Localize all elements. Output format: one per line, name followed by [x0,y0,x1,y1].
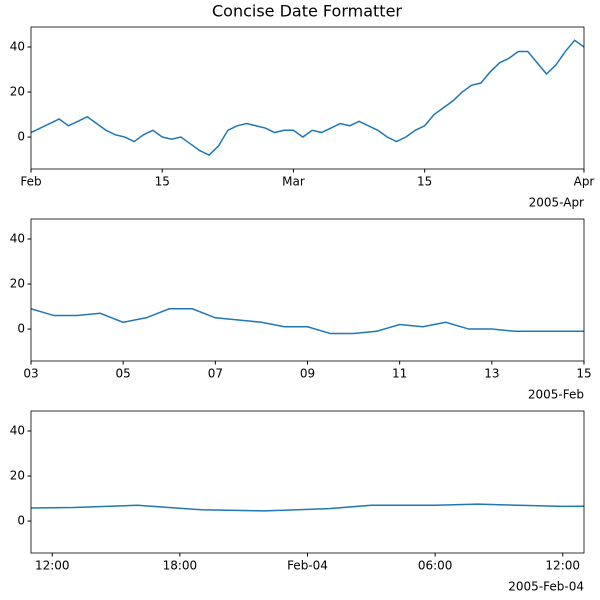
plot-area [31,308,584,335]
y-tick-label: 40 [10,40,25,54]
axes-frame [30,218,585,362]
axes-frame [30,26,585,170]
x-tick-label: 15 [155,175,170,189]
x-tick-label: 18:00 [163,559,198,573]
y-tick-label: 0 [17,322,25,336]
x-tick-label: 15 [576,367,591,381]
x-tick-label: 11 [392,367,407,381]
axes-frame [30,410,585,554]
x-tick-label: 13 [484,367,499,381]
x-tick-label: 12:00 [35,559,70,573]
data-line [31,503,584,512]
x-tick-label: 05 [116,367,131,381]
y-tick-label: 40 [10,424,25,438]
x-tick-label: 07 [208,367,223,381]
y-tick-label: 40 [10,232,25,246]
data-line [31,308,584,335]
y-tick-label: 20 [10,469,25,483]
x-tick-label: Feb-04 [287,559,328,573]
x-tick-label: 15 [417,175,432,189]
x-tick-label: 06:00 [418,559,453,573]
offset-label: 2005-Apr [529,196,584,210]
chart-title: Concise Date Formatter [212,2,402,21]
plot-area [31,39,584,156]
data-line [31,39,584,156]
x-tick-label: Apr [574,175,595,189]
x-tick-label: 09 [300,367,315,381]
plot-area [31,503,584,512]
offset-label: 2005-Feb-04 [508,580,584,594]
y-tick-label: 0 [17,130,25,144]
y-tick-label: 0 [17,514,25,528]
y-tick-label: 20 [10,85,25,99]
x-tick-label: 12:00 [545,559,580,573]
x-tick-label: Mar [282,175,305,189]
x-tick-label: 03 [23,367,38,381]
offset-label: 2005-Feb [528,388,584,402]
y-tick-label: 20 [10,277,25,291]
x-tick-label: Feb [20,175,41,189]
